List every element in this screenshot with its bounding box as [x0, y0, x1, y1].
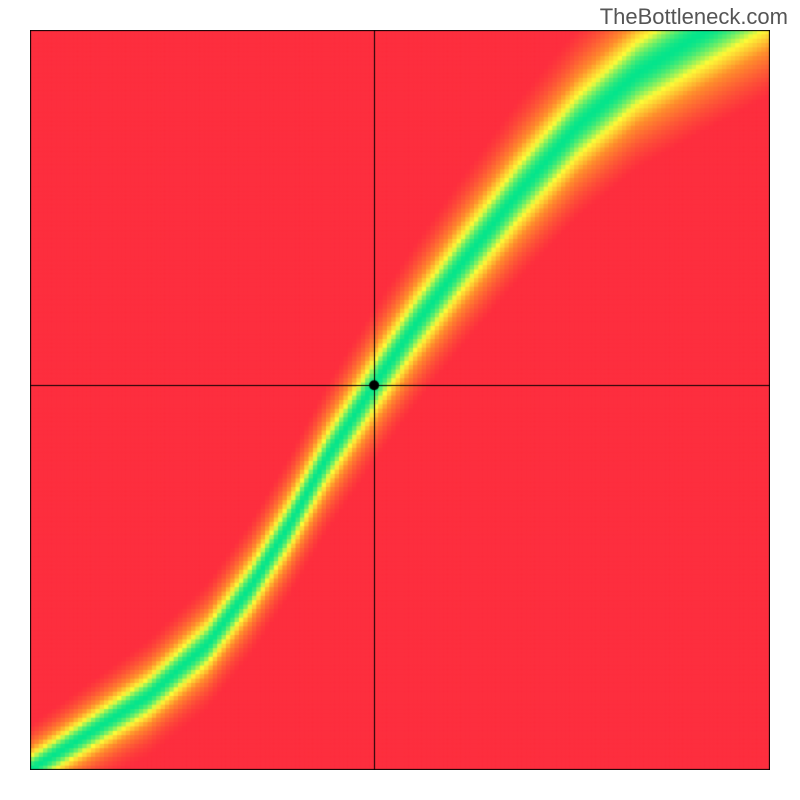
chart-container: TheBottleneck.com — [0, 0, 800, 800]
heatmap-plot — [30, 30, 770, 770]
watermark-text: TheBottleneck.com — [600, 4, 788, 30]
heatmap-canvas — [30, 30, 770, 770]
